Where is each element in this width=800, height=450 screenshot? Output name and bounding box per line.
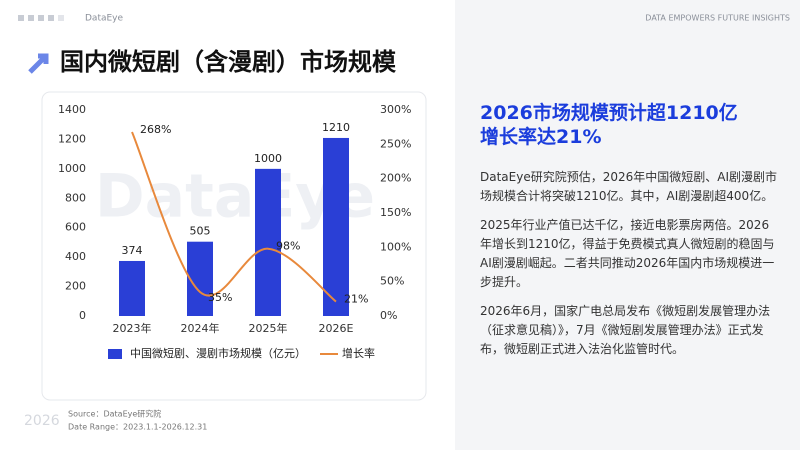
y2-tick-label: 150% (380, 206, 411, 219)
y2-tick-label: 250% (380, 137, 411, 150)
y-tick-label: 400 (65, 250, 86, 263)
y-tick-label: 200 (65, 280, 86, 293)
bar (255, 168, 281, 316)
legend-label: 增长率 (342, 346, 375, 360)
paragraph: 2025年行业产值已达千亿，接近电影票房两倍。2026年增长到1210亿，得益于… (480, 218, 775, 289)
x-tick-label: 2025年 (249, 321, 288, 335)
bar (119, 260, 145, 316)
bar-label: 1210 (322, 121, 350, 134)
y2-tick-label: 200% (380, 172, 411, 185)
side-panel (455, 0, 800, 450)
line-label: 98% (276, 240, 300, 253)
title: 国内微短剧（含漫剧）市场规模 (60, 48, 397, 76)
tagline: DATA EMPOWERS FUTURE INSIGHTS (645, 14, 790, 23)
deco-squares (18, 15, 64, 21)
y2-tick-label: 300% (380, 103, 411, 116)
x-tick-label: 2023年 (113, 321, 152, 335)
line-label: 35% (208, 291, 232, 304)
legend-swatch (108, 349, 122, 359)
y-tick-label: 800 (65, 191, 86, 204)
brand: DataEye (85, 14, 124, 24)
line-label: 268% (140, 123, 171, 136)
bar-label: 505 (190, 225, 211, 238)
y2-tick-label: 0% (380, 309, 397, 322)
date-range: Date Range：2023.1.1-2026.12.31 (68, 423, 207, 432)
legend-label: 中国微短剧、漫剧市场规模（亿元） (130, 346, 306, 360)
headline: 2026市场规模预计超1210亿 增长率达21% (480, 101, 738, 149)
bar (323, 137, 349, 316)
y2-tick-label: 100% (380, 240, 411, 253)
y-tick-label: 1000 (58, 162, 86, 175)
headline-line: 增长率达21% (480, 126, 602, 148)
x-tick-label: 2026E (319, 322, 354, 335)
source: Source：DataEye研究院 (68, 409, 161, 419)
y-tick-label: 0 (79, 309, 86, 322)
line (131, 131, 337, 303)
title-icon (28, 53, 49, 74)
y2-tick-label: 50% (380, 275, 404, 288)
y-tick-label: 600 (65, 221, 86, 234)
line-label: 21% (344, 293, 368, 306)
paragraph: 2026年6月，国家广电总局发布《微短剧发展管理办法（征求意见稿）》，7月《微短… (480, 304, 771, 356)
x-tick-label: 2024年 (181, 321, 220, 335)
bar-label: 374 (122, 244, 143, 257)
bar (187, 241, 213, 316)
headline-line: 2026市场规模预计超1210亿 (480, 102, 738, 124)
y-tick-label: 1400 (58, 103, 86, 116)
paragraph: DataEye研究院预估，2026年中国微短剧、AI剧漫剧市场规模合计将突破12… (480, 170, 778, 203)
footer-year: 2026 (24, 413, 60, 429)
y-tick-label: 1200 (58, 132, 86, 145)
bar-label: 1000 (254, 152, 282, 165)
